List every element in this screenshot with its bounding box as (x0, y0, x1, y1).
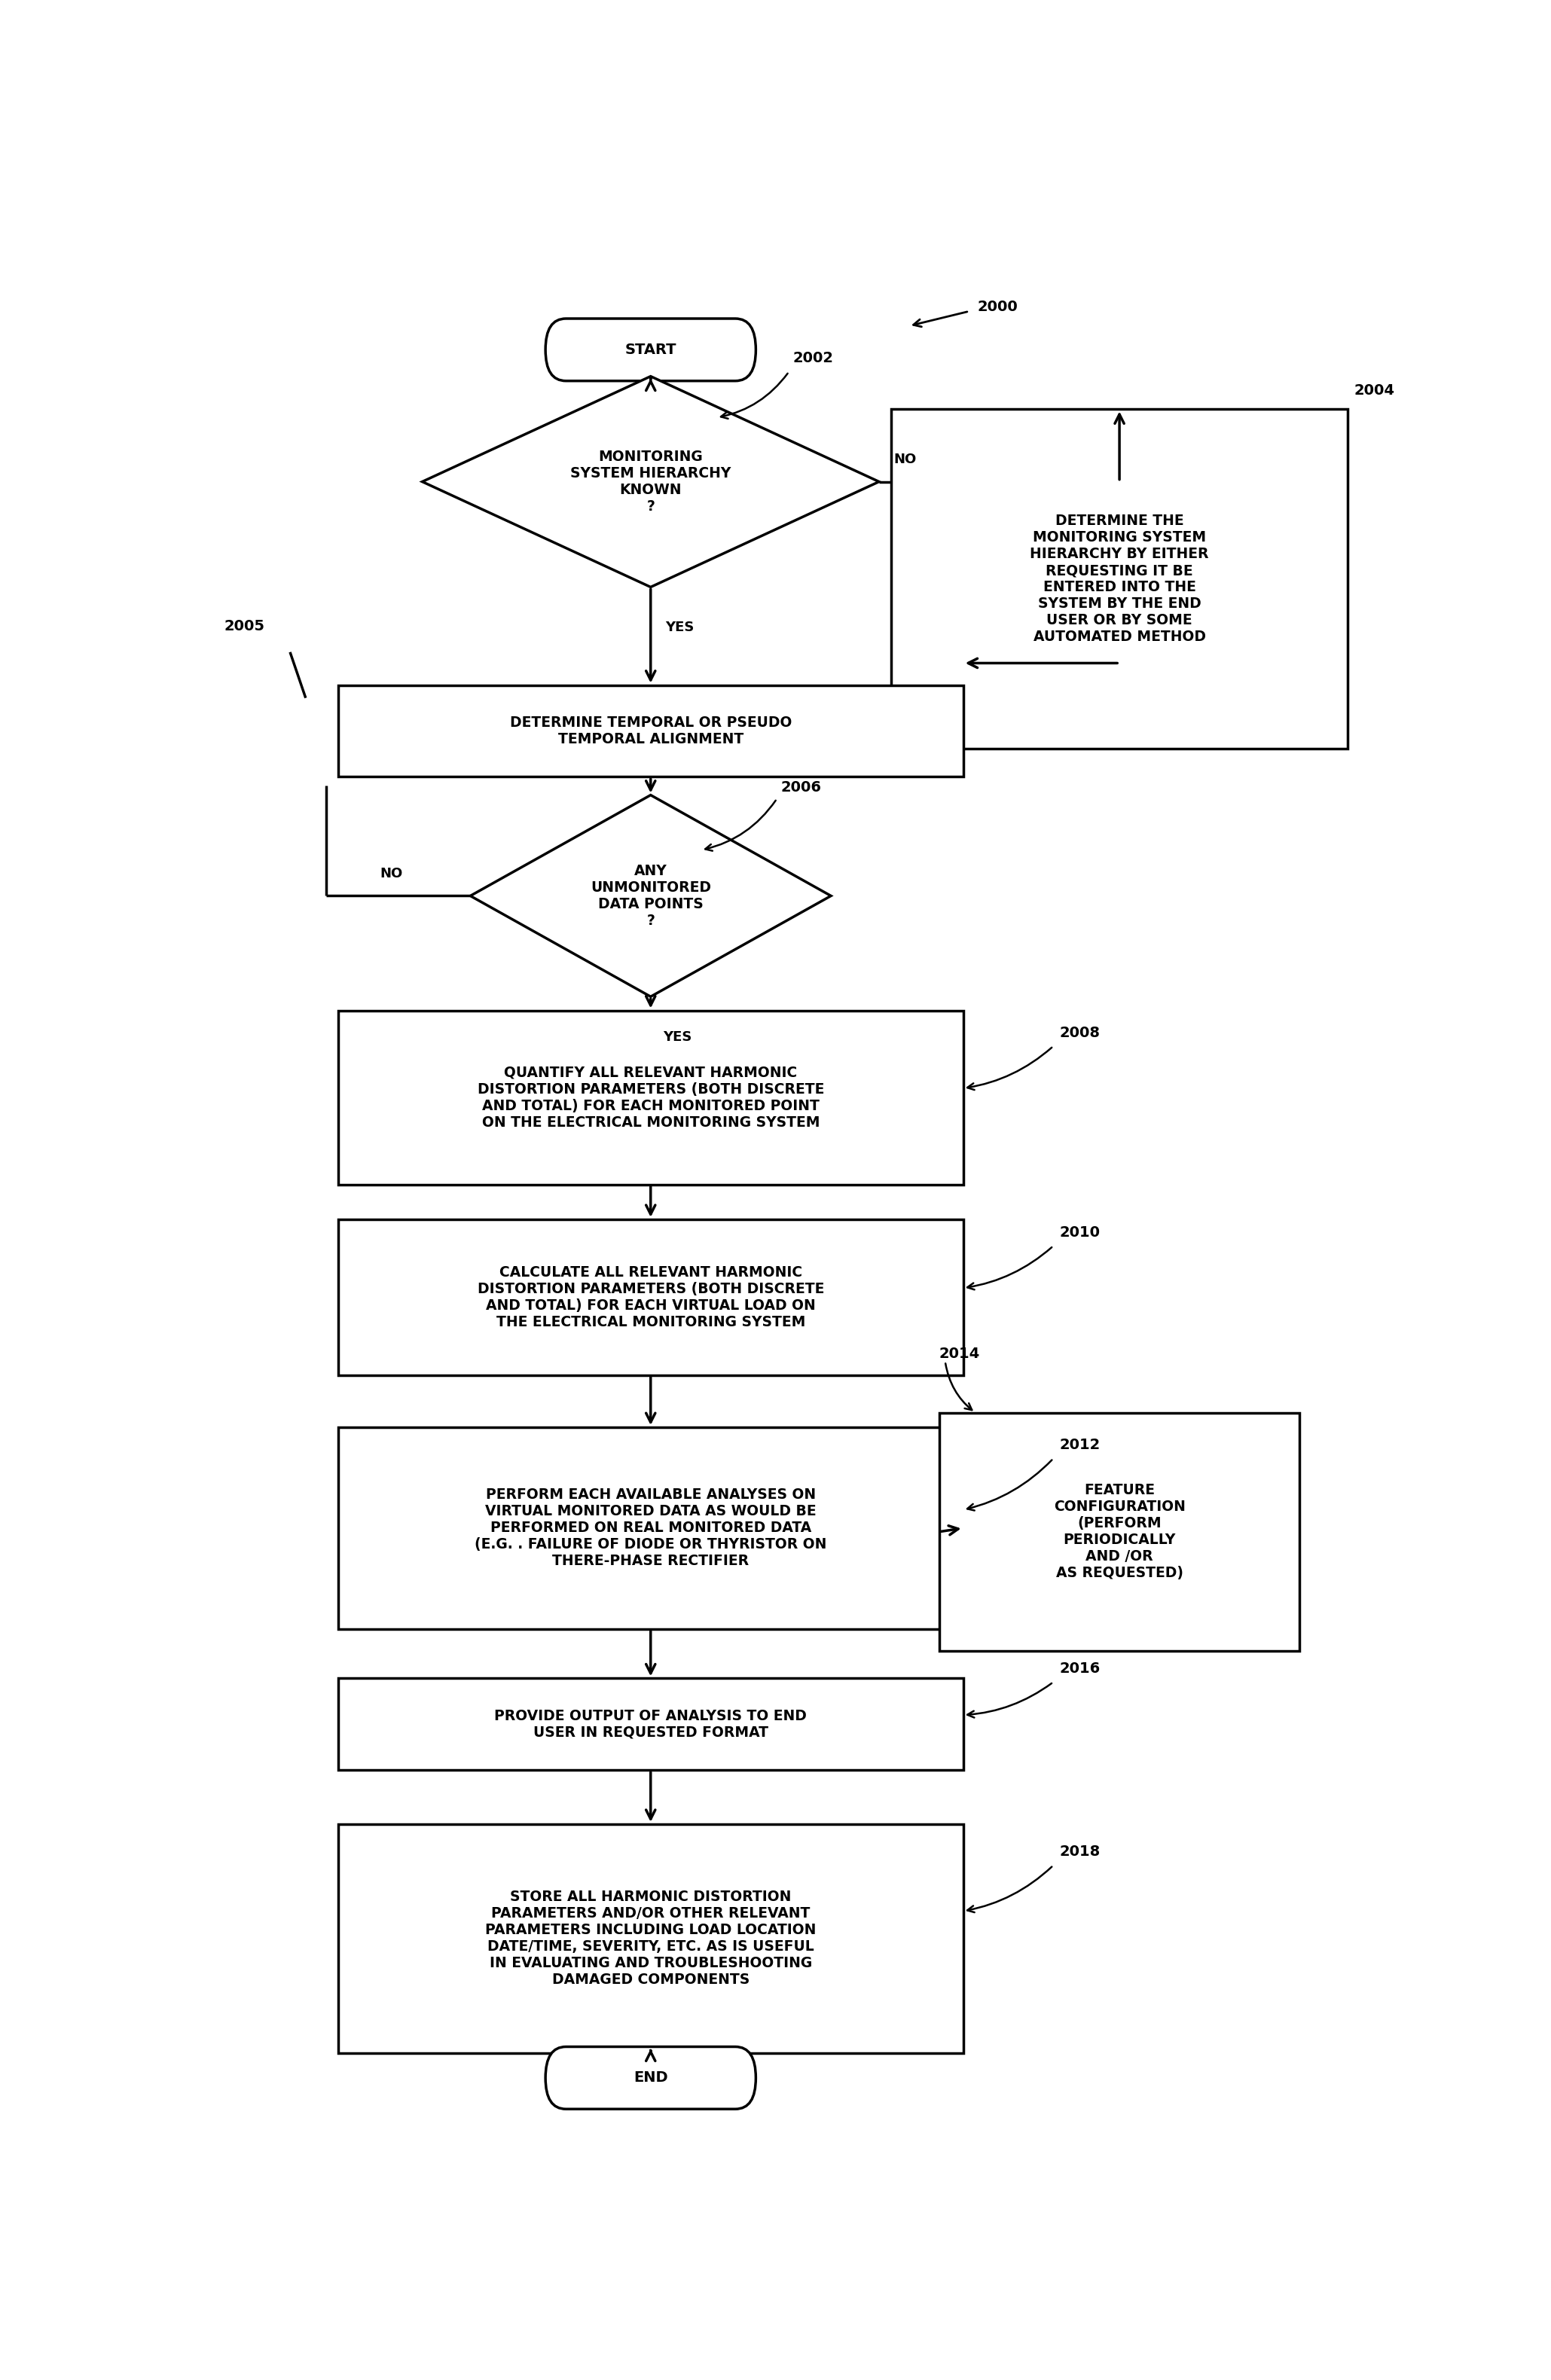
Text: END: END (633, 2071, 668, 2085)
Text: NO: NO (893, 452, 917, 466)
FancyBboxPatch shape (338, 1428, 963, 1628)
Text: 2008: 2008 (1059, 1026, 1100, 1040)
Text: PROVIDE OUTPUT OF ANALYSIS TO END
USER IN REQUESTED FORMAT: PROVIDE OUTPUT OF ANALYSIS TO END USER I… (495, 1709, 807, 1740)
Text: YES: YES (665, 621, 693, 633)
FancyBboxPatch shape (338, 1012, 963, 1185)
Text: YES: YES (662, 1031, 692, 1045)
Text: 2018: 2018 (1059, 1844, 1100, 1859)
Text: STORE ALL HARMONIC DISTORTION
PARAMETERS AND/OR OTHER RELEVANT
PARAMETERS INCLUD: STORE ALL HARMONIC DISTORTION PARAMETERS… (485, 1890, 816, 1987)
Text: NO: NO (380, 866, 403, 881)
Text: 2012: 2012 (1059, 1438, 1100, 1452)
FancyBboxPatch shape (546, 319, 755, 381)
FancyBboxPatch shape (546, 2047, 755, 2109)
Text: MONITORING
SYSTEM HIERARCHY
KNOWN
?: MONITORING SYSTEM HIERARCHY KNOWN ? (571, 450, 731, 514)
Text: 2000: 2000 (977, 300, 1017, 314)
Text: 2005: 2005 (223, 619, 265, 633)
Text: 2004: 2004 (1354, 383, 1394, 397)
Text: 2014: 2014 (940, 1347, 980, 1361)
FancyBboxPatch shape (338, 1678, 963, 1771)
Text: QUANTIFY ALL RELEVANT HARMONIC
DISTORTION PARAMETERS (BOTH DISCRETE
AND TOTAL) F: QUANTIFY ALL RELEVANT HARMONIC DISTORTIO… (478, 1066, 824, 1130)
Text: 2016: 2016 (1059, 1661, 1100, 1676)
Text: ANY
UNMONITORED
DATA POINTS
?: ANY UNMONITORED DATA POINTS ? (591, 864, 710, 928)
Text: 2010: 2010 (1059, 1226, 1100, 1240)
Text: 2006: 2006 (780, 781, 820, 795)
FancyBboxPatch shape (940, 1414, 1300, 1652)
Polygon shape (470, 795, 831, 997)
Text: 2002: 2002 (793, 352, 833, 367)
Text: DETERMINE THE
MONITORING SYSTEM
HIERARCHY BY EITHER
REQUESTING IT BE
ENTERED INT: DETERMINE THE MONITORING SYSTEM HIERARCH… (1030, 514, 1208, 645)
FancyBboxPatch shape (338, 1219, 963, 1376)
Text: CALCULATE ALL RELEVANT HARMONIC
DISTORTION PARAMETERS (BOTH DISCRETE
AND TOTAL) : CALCULATE ALL RELEVANT HARMONIC DISTORTI… (478, 1266, 824, 1328)
FancyBboxPatch shape (890, 409, 1348, 747)
Polygon shape (422, 376, 879, 588)
FancyBboxPatch shape (338, 1823, 963, 2054)
Text: PERFORM EACH AVAILABLE ANALYSES ON
VIRTUAL MONITORED DATA AS WOULD BE
PERFORMED : PERFORM EACH AVAILABLE ANALYSES ON VIRTU… (475, 1488, 827, 1568)
FancyBboxPatch shape (338, 685, 963, 776)
Text: START: START (625, 343, 676, 357)
Text: FEATURE
CONFIGURATION
(PERFORM
PERIODICALLY
AND /OR
AS REQUESTED): FEATURE CONFIGURATION (PERFORM PERIODICA… (1053, 1483, 1185, 1580)
Text: DETERMINE TEMPORAL OR PSEUDO
TEMPORAL ALIGNMENT: DETERMINE TEMPORAL OR PSEUDO TEMPORAL AL… (510, 716, 791, 747)
